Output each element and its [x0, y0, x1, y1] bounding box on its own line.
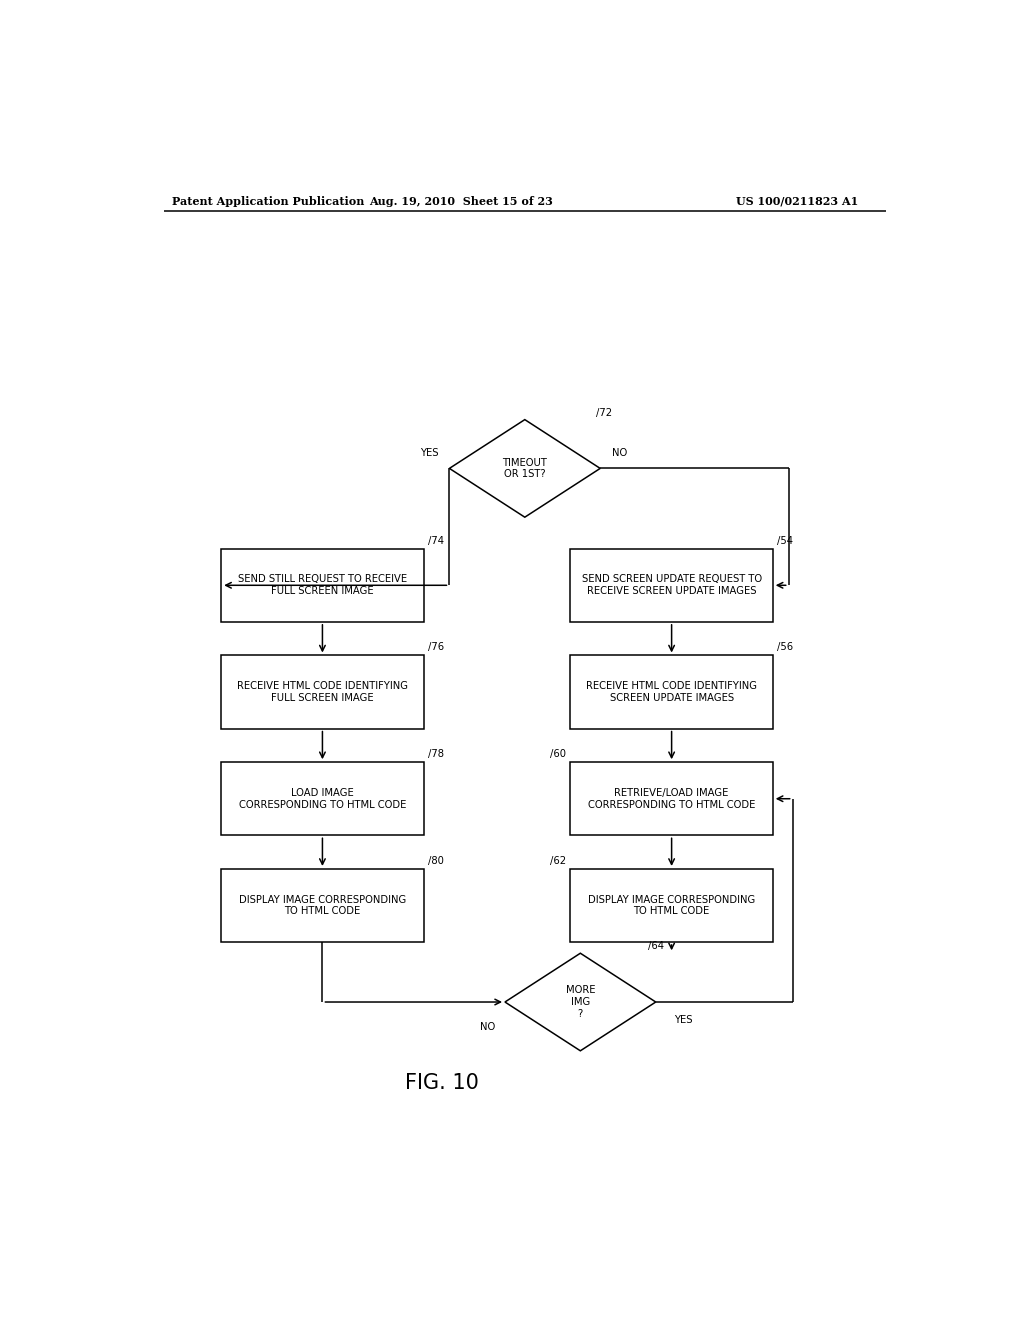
- FancyBboxPatch shape: [570, 656, 773, 729]
- FancyBboxPatch shape: [221, 869, 424, 942]
- FancyBboxPatch shape: [221, 549, 424, 622]
- Text: /72: /72: [596, 408, 612, 417]
- Text: RECEIVE HTML CODE IDENTIFYING
FULL SCREEN IMAGE: RECEIVE HTML CODE IDENTIFYING FULL SCREE…: [237, 681, 408, 702]
- Text: /80: /80: [428, 855, 443, 866]
- Polygon shape: [450, 420, 600, 517]
- Text: LOAD IMAGE
CORRESPONDING TO HTML CODE: LOAD IMAGE CORRESPONDING TO HTML CODE: [239, 788, 407, 809]
- Text: Patent Application Publication: Patent Application Publication: [172, 195, 364, 207]
- Text: RETRIEVE/LOAD IMAGE
CORRESPONDING TO HTML CODE: RETRIEVE/LOAD IMAGE CORRESPONDING TO HTM…: [588, 788, 756, 809]
- Text: YES: YES: [674, 1015, 693, 1026]
- Polygon shape: [505, 953, 655, 1051]
- Text: /74: /74: [428, 536, 443, 545]
- FancyBboxPatch shape: [570, 869, 773, 942]
- Text: MORE
IMG
?: MORE IMG ?: [565, 986, 595, 1019]
- Text: /78: /78: [428, 748, 443, 759]
- Text: /62: /62: [550, 855, 566, 866]
- Text: NO: NO: [612, 449, 628, 458]
- Text: FIG. 10: FIG. 10: [404, 1073, 478, 1093]
- Text: TIMEOUT
OR 1ST?: TIMEOUT OR 1ST?: [503, 458, 547, 479]
- Text: US 100/0211823 A1: US 100/0211823 A1: [736, 195, 858, 207]
- Text: /56: /56: [777, 643, 793, 652]
- Text: /60: /60: [551, 748, 566, 759]
- Text: DISPLAY IMAGE CORRESPONDING
TO HTML CODE: DISPLAY IMAGE CORRESPONDING TO HTML CODE: [239, 895, 407, 916]
- Text: SEND STILL REQUEST TO RECEIVE
FULL SCREEN IMAGE: SEND STILL REQUEST TO RECEIVE FULL SCREE…: [238, 574, 407, 597]
- Text: /54: /54: [777, 536, 793, 545]
- FancyBboxPatch shape: [221, 656, 424, 729]
- Text: /64: /64: [648, 941, 664, 952]
- FancyBboxPatch shape: [221, 762, 424, 836]
- Text: DISPLAY IMAGE CORRESPONDING
TO HTML CODE: DISPLAY IMAGE CORRESPONDING TO HTML CODE: [588, 895, 756, 916]
- Text: /76: /76: [428, 643, 443, 652]
- Text: YES: YES: [420, 449, 439, 458]
- Text: Aug. 19, 2010  Sheet 15 of 23: Aug. 19, 2010 Sheet 15 of 23: [370, 195, 553, 207]
- Text: RECEIVE HTML CODE IDENTIFYING
SCREEN UPDATE IMAGES: RECEIVE HTML CODE IDENTIFYING SCREEN UPD…: [586, 681, 757, 702]
- Text: NO: NO: [480, 1023, 496, 1032]
- FancyBboxPatch shape: [570, 549, 773, 622]
- FancyBboxPatch shape: [570, 762, 773, 836]
- Text: SEND SCREEN UPDATE REQUEST TO
RECEIVE SCREEN UPDATE IMAGES: SEND SCREEN UPDATE REQUEST TO RECEIVE SC…: [582, 574, 762, 597]
